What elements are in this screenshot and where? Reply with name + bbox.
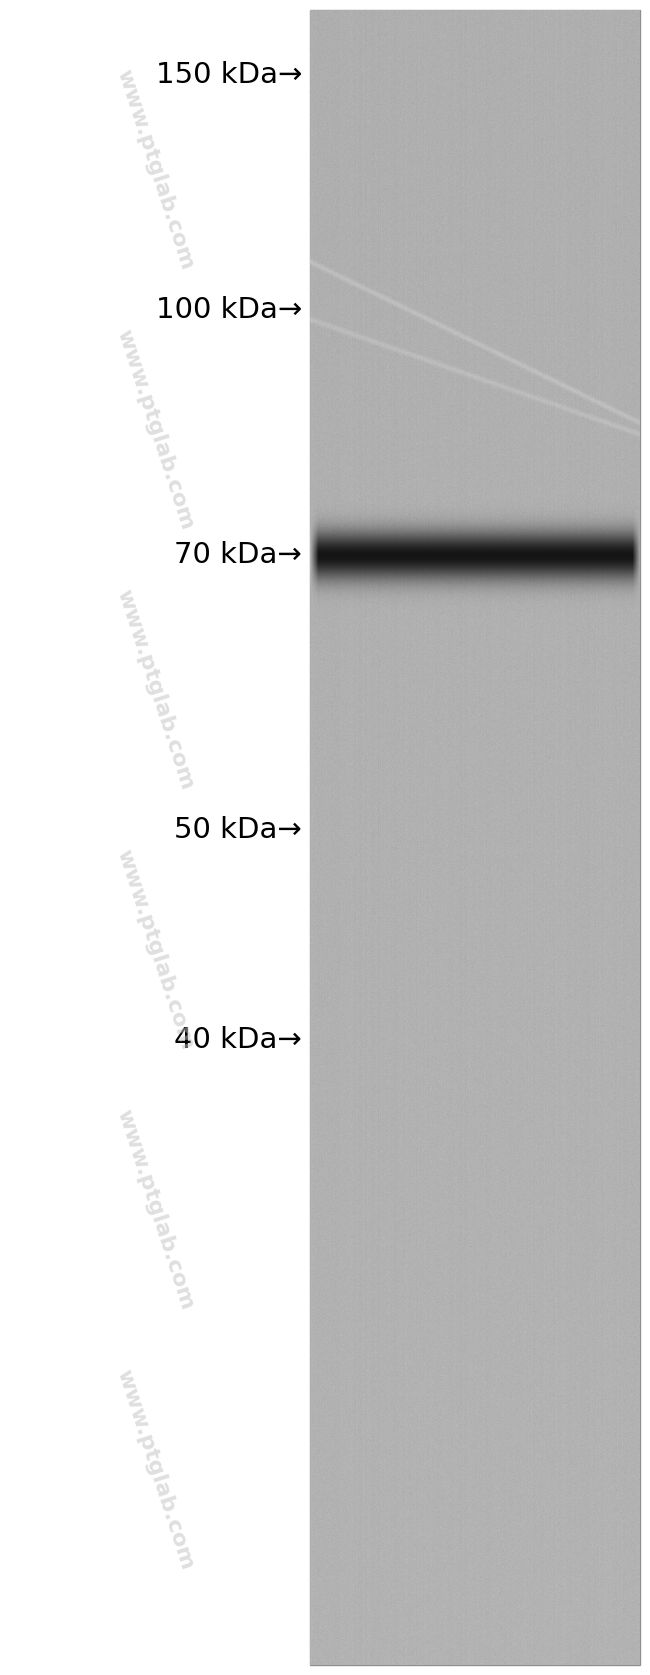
Text: www.ptglab.com: www.ptglab.com [113, 1367, 197, 1573]
Text: 100 kDa→: 100 kDa→ [156, 296, 302, 323]
Text: 150 kDa→: 150 kDa→ [155, 60, 302, 89]
Text: www.ptglab.com: www.ptglab.com [113, 327, 197, 533]
Text: www.ptglab.com: www.ptglab.com [113, 67, 197, 273]
Text: www.ptglab.com: www.ptglab.com [113, 588, 197, 792]
Text: 70 kDa→: 70 kDa→ [174, 541, 302, 570]
Text: www.ptglab.com: www.ptglab.com [113, 848, 197, 1054]
Bar [310, 10, 640, 1665]
Text: 40 kDa→: 40 kDa→ [174, 1027, 302, 1054]
Text: www.ptglab.com: www.ptglab.com [113, 1107, 197, 1313]
Text: 50 kDa→: 50 kDa→ [174, 816, 302, 844]
